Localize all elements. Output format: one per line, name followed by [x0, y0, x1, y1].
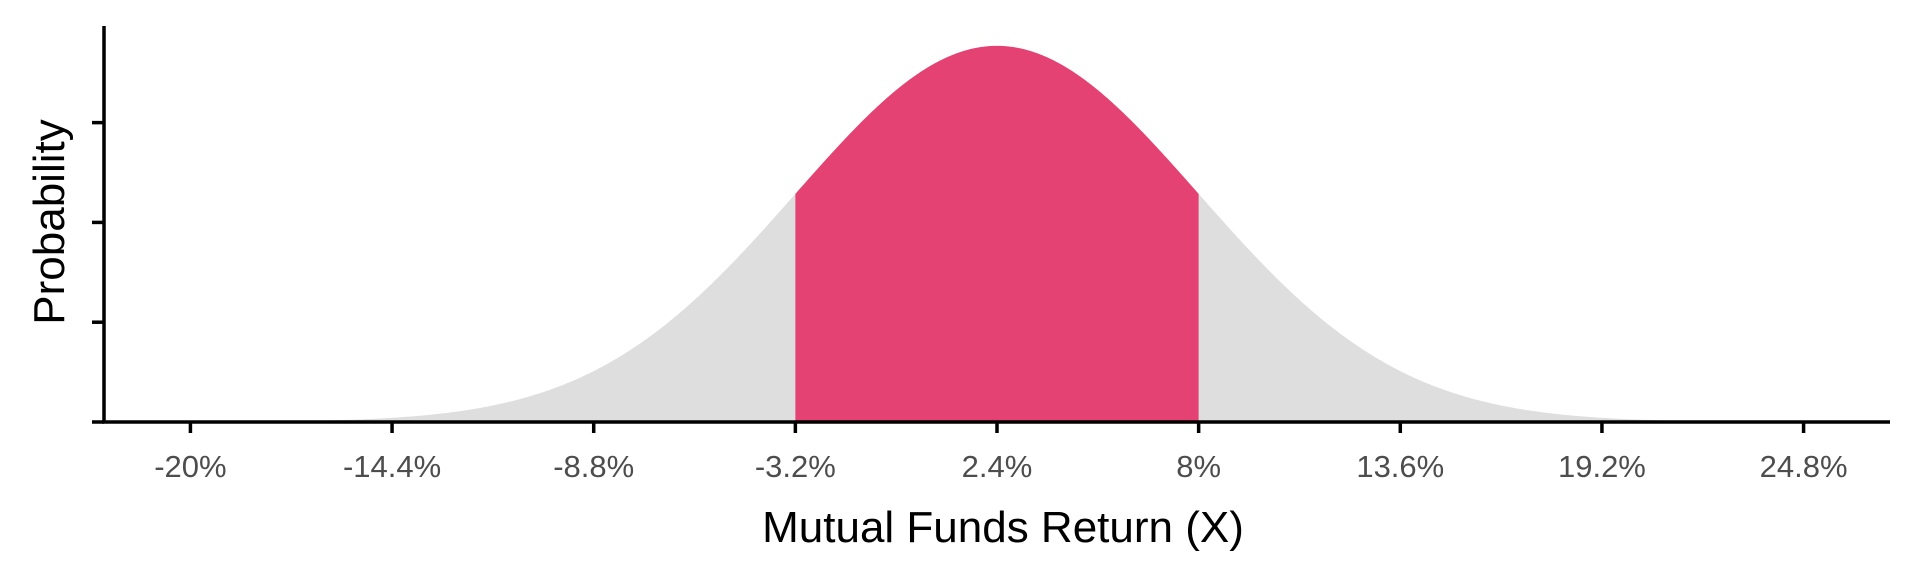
- x-tick-label: -20%: [154, 449, 226, 484]
- tick-labels: -20% -14.4% -8.8% -3.2% 2.4% 8% 13.6% 19.2% 24.8…: [154, 449, 1847, 484]
- x-tick-label: -3.2%: [755, 449, 836, 484]
- x-tick-label: 24.8%: [1760, 449, 1848, 484]
- x-tick-label: 19.2%: [1558, 449, 1646, 484]
- x-axis-title: Mutual Funds Return (X): [762, 503, 1244, 552]
- x-tick-label: 8%: [1176, 449, 1221, 484]
- highlighted-area: [795, 45, 1199, 422]
- x-tick-label: -8.8%: [553, 449, 634, 484]
- plot-area: [125, 45, 1869, 422]
- x-tick-label: -14.4%: [343, 449, 441, 484]
- right-tail-area: [1198, 193, 1869, 422]
- left-tail-area: [125, 193, 796, 422]
- x-tick-label: 2.4%: [962, 449, 1033, 484]
- y-axis-title: Probability: [25, 119, 74, 324]
- axes: [92, 26, 1890, 433]
- x-tick-label: 13.6%: [1356, 449, 1444, 484]
